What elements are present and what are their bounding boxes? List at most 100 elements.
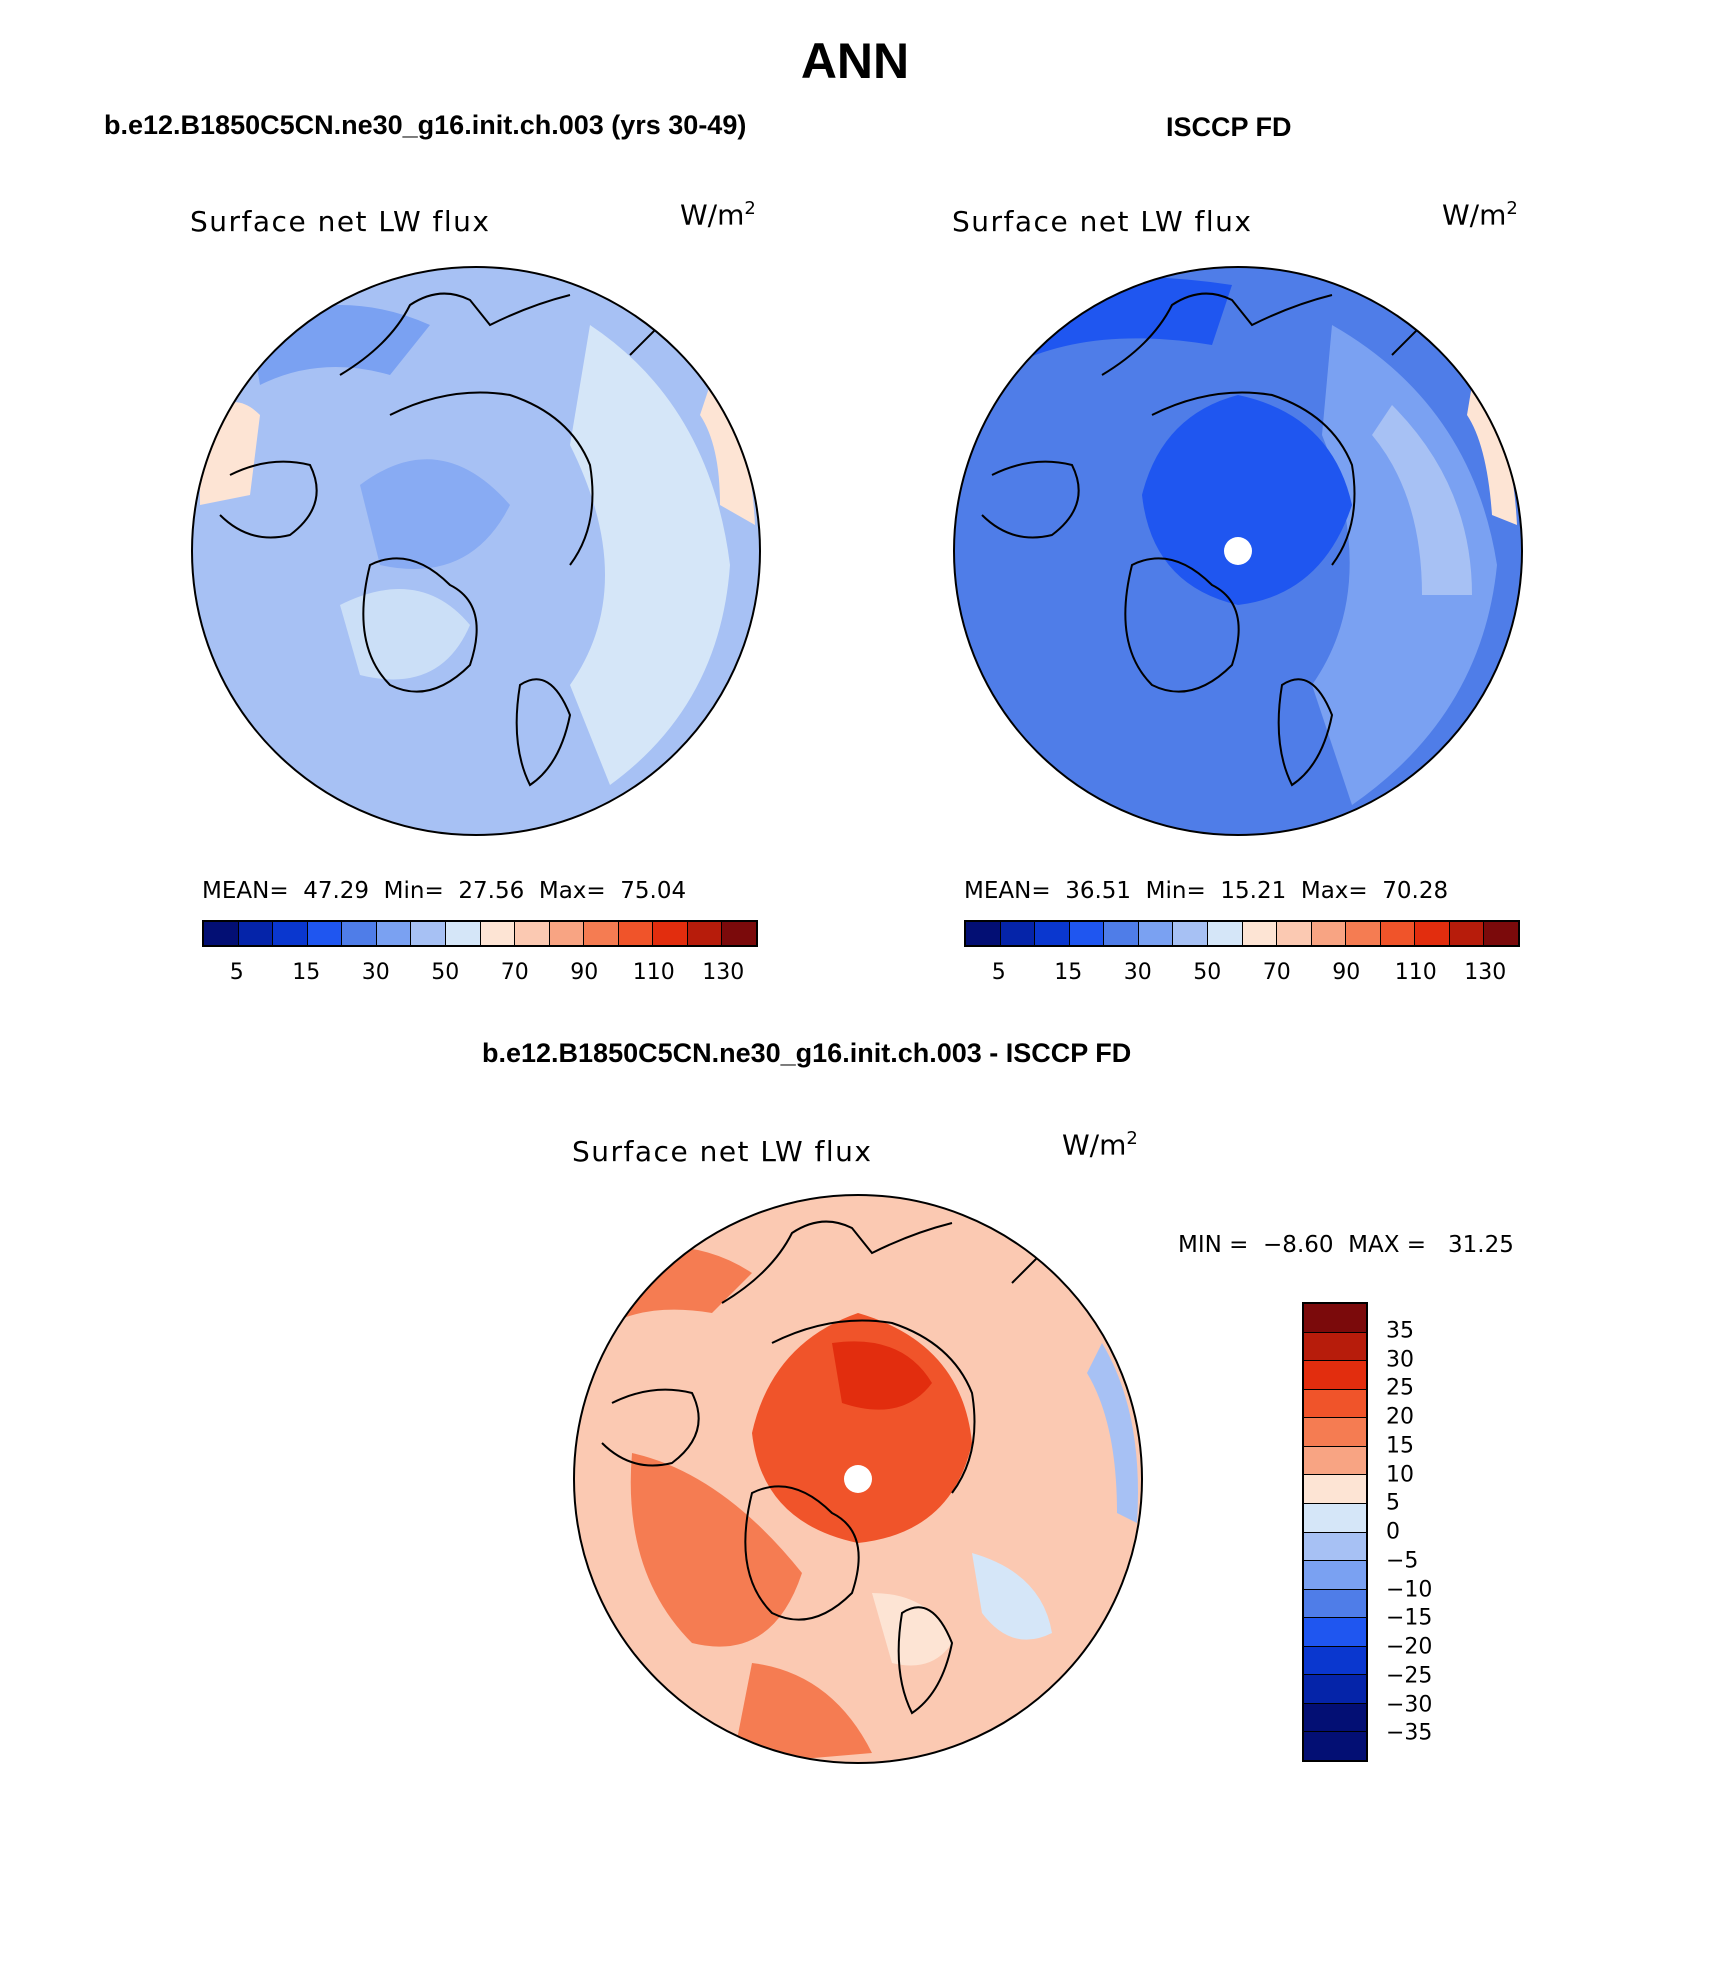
colorbar-swatch [1035,922,1070,945]
panel-1-greenland-region [340,589,470,680]
colorbar-swatch [1304,1618,1366,1647]
colorbar-tick-label: 130 [1464,960,1507,985]
colorbar-swatch [307,922,343,945]
colorbar-tick-label: 110 [1394,960,1437,985]
colorbar-swatch [618,922,654,945]
panel-2-warm-region [1467,385,1517,525]
colorbar-swatch [549,922,585,945]
colorbar-tick-label: 110 [632,960,675,985]
colorbar-swatch [584,922,619,945]
panel-1-warm-region-2 [700,385,755,525]
colorbar-tick-label: 70 [500,960,529,985]
colorbar-swatch [1311,922,1347,945]
colorbar-tick-label: 20 [1386,1404,1414,1430]
colorbar-tick-label: 50 [431,960,460,985]
colorbar-swatch [1380,922,1416,945]
colorbar-tick-label: −35 [1386,1720,1433,1746]
panel-3-cool-region [1087,1343,1138,1523]
colorbar-swatch [1304,1561,1366,1590]
main-title: ANN [800,33,910,89]
colorbar-swatch [480,922,516,945]
colorbar-tick-label: 15 [1386,1433,1414,1459]
colorbar-swatch [1304,1703,1366,1733]
panel-1-map-border [191,266,761,836]
panel-1-map [191,266,761,836]
colorbar-swatch [1104,922,1139,945]
colorbar-swatch [1304,1446,1366,1476]
colorbar-swatch [653,922,688,945]
panel-2-variable: Surface net LW flux [952,205,1253,238]
panel-1-archipelago-region [360,459,510,569]
colorbar-tick-label: −25 [1386,1663,1433,1689]
colorbar-swatch [1415,922,1450,945]
colorbar-tick-label: −30 [1386,1692,1433,1717]
colorbar-swatch [1242,922,1278,945]
colorbar-swatch [1449,922,1485,945]
colorbar-tick-label: −10 [1386,1577,1433,1602]
panel-1-colorbar-ticks: 5 15 30 50 70 90 110 130 [202,960,758,990]
colorbar-swatch [1304,1589,1366,1619]
colorbar-swatch [1346,922,1381,945]
panel-2-map-border [953,266,1523,836]
colorbar-swatch [722,922,756,945]
panel-2-mid-region [1312,325,1497,805]
colorbar-tick-label: 35 [1386,1318,1414,1344]
colorbar-swatch [1304,1646,1366,1676]
colorbar-tick-label: 25 [1386,1375,1414,1401]
colorbar-tick-label: 30 [361,960,390,985]
colorbar-swatch [1173,922,1208,945]
panel-2-stats: MEAN= 36.51 Min= 15.21 Max= 70.28 [964,878,1449,904]
panel-3-variable: Surface net LW flux [572,1135,873,1168]
panel-2-coastlines [981,292,1443,787]
colorbar-tick-label: 130 [702,960,745,985]
colorbar-swatch [376,922,412,945]
colorbar-swatch [1484,922,1518,945]
panel-2-polar-region [1142,395,1352,605]
colorbar-swatch [204,922,239,945]
colorbar-tick-label: 90 [1332,960,1361,985]
panel-3-subtitle: b.e12.B1850C5CN.ne30_g16.init.ch.003 - I… [482,1038,1132,1068]
panel-2-units: W/m2 [1442,198,1518,232]
panel-3-peak-region [832,1341,932,1410]
panel-3-coastlines [601,1220,1063,1715]
panel-1-units: W/m2 [680,198,756,232]
panel-2-light-region [1372,405,1472,595]
panel-3-light-region [872,1593,952,1666]
colorbar-swatch [1304,1503,1366,1533]
panel-1-subtitle: b.e12.B1850C5CN.ne30_g16.init.ch.003 (yr… [104,110,747,140]
colorbar-swatch [445,922,481,945]
colorbar-tick-label: 5 [229,960,244,985]
colorbar-tick-label: −5 [1386,1548,1419,1574]
colorbar-tick-label: 15 [292,960,321,985]
colorbar-swatch [1304,1361,1366,1390]
panel-2-map [953,266,1523,836]
panel-3-pole-hole [844,1465,872,1493]
colorbar-tick-label: 0 [1386,1519,1400,1545]
panel-3-units: W/m2 [1062,1128,1138,1162]
colorbar-swatch [1207,922,1243,945]
panel-2-colorbar [964,920,1520,947]
colorbar-tick-label: 50 [1193,960,1222,985]
panel-1-light-region [570,325,730,785]
colorbar-tick-label: 5 [1386,1490,1400,1516]
colorbar-swatch [238,922,274,945]
colorbar-tick-label: −20 [1386,1634,1433,1660]
panel-2-colorbar-ticks: 5 15 30 50 70 90 110 130 [964,960,1520,990]
colorbar-swatch [1304,1304,1366,1333]
colorbar-swatch [1069,922,1105,945]
colorbar-tick-label: 5 [991,960,1006,985]
colorbar-swatch [273,922,308,945]
colorbar-swatch [1304,1332,1366,1362]
colorbar-swatch [515,922,550,945]
colorbar-tick-label: 30 [1123,960,1152,985]
panel-3-map-border [573,1194,1143,1764]
colorbar-swatch [1304,1532,1366,1562]
panel-3-south-region [732,1663,872,1763]
colorbar-tick-label: 70 [1262,960,1291,985]
colorbar-swatch [1000,922,1036,945]
colorbar-swatch [411,922,446,945]
panel-3-stats: MIN = −8.60 MAX = 31.25 [1178,1232,1514,1258]
colorbar-tick-label: 90 [570,960,599,985]
colorbar-tick-label: 15 [1054,960,1083,985]
colorbar-swatch [966,922,1001,945]
